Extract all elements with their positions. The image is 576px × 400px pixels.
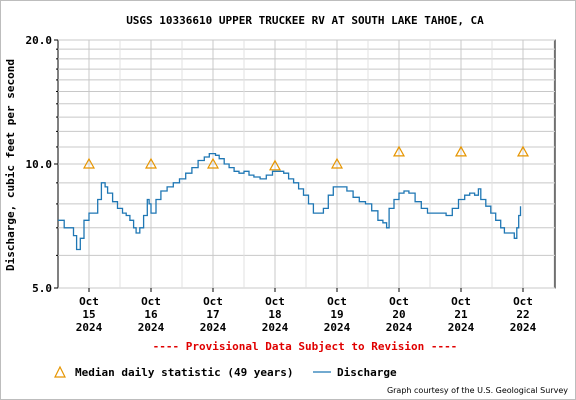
x-tick-label: Oct [327,295,347,308]
x-tick-label: 20 [392,308,405,321]
chart-title: USGS 10336610 UPPER TRUCKEE RV AT SOUTH … [126,14,484,27]
x-tick-label: 2024 [510,321,537,334]
legend-median-triangle-icon [54,365,66,378]
x-tick-label: 2024 [386,321,413,334]
median-marker [82,157,96,169]
median-marker [330,157,344,169]
credit-text: Graph courtesy of the U.S. Geological Su… [387,386,568,395]
y-tick-label: 10.0 [26,158,53,171]
median-marker [206,157,220,169]
x-tick-label: Oct [389,295,409,308]
x-tick-label: 2024 [200,321,227,334]
legend-median-label: Median daily statistic (49 years) [75,366,294,379]
x-tick-label: 16 [144,308,158,321]
y-tick-label: 20.0 [26,34,53,47]
median-markers [82,145,530,171]
legend-discharge-label: Discharge [337,366,397,379]
x-tick-label: Oct [513,295,533,308]
x-tick-label: 2024 [324,321,351,334]
median-marker [144,157,158,169]
x-tick-label: 2024 [262,321,289,334]
median-marker [268,159,282,171]
x-tick-label: 15 [82,308,95,321]
discharge-line [58,152,522,251]
x-tick-label: 2024 [76,321,103,334]
series-layer [58,152,522,251]
x-tick-label: Oct [79,295,99,308]
axis-ticks: 5.010.020.0Oct152024Oct162024Oct172024Oc… [26,34,537,334]
x-tick-label: Oct [451,295,471,308]
median-marker [516,145,530,157]
chart-legend: Median daily statistic (49 years) Discha… [54,365,397,379]
y-axis-label: Discharge, cubic feet per second [4,59,17,271]
provisional-note: ---- Provisional Data Subject to Revisio… [153,340,458,353]
x-tick-label: 22 [516,308,529,321]
x-tick-label: 18 [268,308,281,321]
x-tick-label: 2024 [448,321,475,334]
x-tick-label: 17 [206,308,219,321]
median-marker [454,145,468,157]
x-tick-label: Oct [265,295,285,308]
y-tick-label: 5.0 [32,282,52,295]
x-tick-label: Oct [203,295,223,308]
median-marker [392,145,406,157]
x-tick-label: 2024 [138,321,165,334]
x-tick-label: Oct [141,295,161,308]
x-tick-label: 21 [454,308,468,321]
grid-lines [58,39,555,289]
x-tick-label: 19 [330,308,343,321]
